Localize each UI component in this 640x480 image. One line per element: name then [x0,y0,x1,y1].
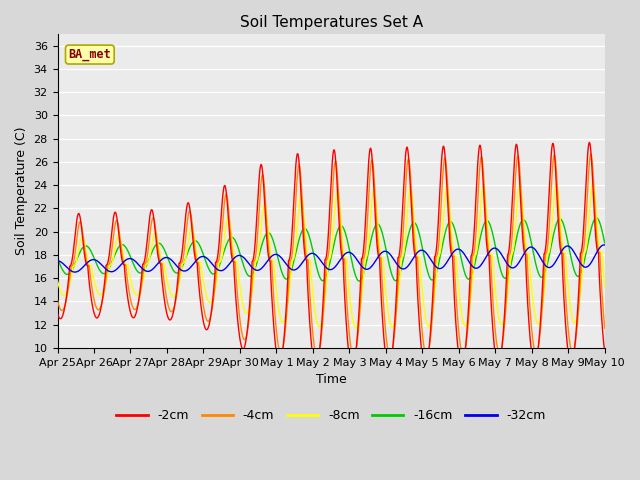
Title: Soil Temperatures Set A: Soil Temperatures Set A [239,15,422,30]
Legend: -2cm, -4cm, -8cm, -16cm, -32cm: -2cm, -4cm, -8cm, -16cm, -32cm [111,404,551,427]
X-axis label: Time: Time [316,373,346,386]
Y-axis label: Soil Temperature (C): Soil Temperature (C) [15,127,28,255]
Text: BA_met: BA_met [68,48,111,61]
